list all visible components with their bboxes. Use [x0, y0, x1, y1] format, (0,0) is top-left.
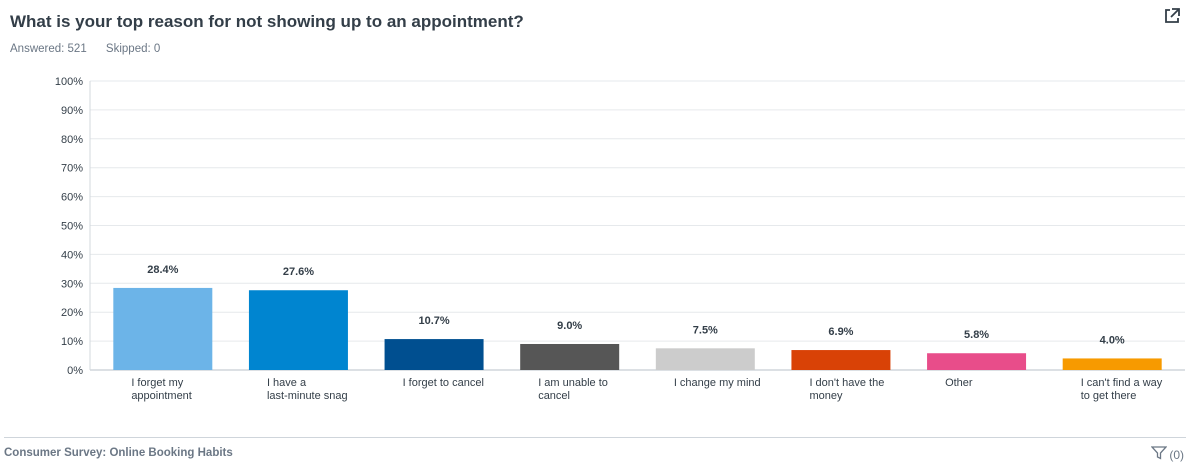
- bar: [520, 343, 620, 370]
- category-label: I have a: [267, 377, 307, 389]
- category-label: Other: [945, 377, 973, 389]
- data-label: 10.7%: [418, 315, 449, 327]
- y-tick-label: 60%: [61, 192, 83, 204]
- data-label: 7.5%: [693, 324, 718, 336]
- bar: [927, 353, 1027, 370]
- data-label: 6.9%: [828, 326, 853, 338]
- data-label: 28.4%: [147, 264, 178, 276]
- response-stats: Answered: 521 Skipped: 0: [10, 43, 176, 55]
- y-tick-label: 90%: [61, 105, 83, 117]
- category-label: I don't have the: [809, 377, 884, 389]
- footer-divider: [4, 437, 1186, 438]
- bar: [248, 290, 348, 370]
- category-label: to get there: [1081, 390, 1137, 402]
- skipped-count: Skipped: 0: [105, 43, 161, 55]
- y-tick-label: 30%: [61, 278, 83, 290]
- y-tick-label: 70%: [61, 163, 83, 175]
- category-label: I change my mind: [674, 377, 761, 389]
- category-label: appointment: [131, 390, 192, 402]
- category-label: I forget to cancel: [403, 377, 484, 389]
- category-label: money: [809, 390, 843, 402]
- bar: [113, 287, 213, 370]
- category-label: I can't find a way: [1081, 377, 1163, 389]
- y-tick-label: 40%: [61, 249, 83, 261]
- y-tick-label: 80%: [61, 134, 83, 146]
- data-label: 5.8%: [964, 329, 989, 341]
- filter-button[interactable]: (0): [1150, 446, 1184, 463]
- filter-icon: [1150, 446, 1168, 463]
- y-tick-label: 100%: [55, 76, 83, 88]
- data-label: 27.6%: [283, 266, 314, 278]
- bar: [655, 348, 755, 370]
- bar-chart: 0% 10% 20% 30% 40% 50% 60% 70% 80% 90% 100% 28.4% I …: [55, 76, 1185, 402]
- bar: [384, 339, 484, 370]
- bar: [1062, 358, 1162, 370]
- bar: [791, 350, 891, 370]
- answered-count: Answered: 521: [10, 43, 87, 55]
- question-title: What is your top reason for not showing …: [10, 12, 524, 31]
- y-tick-label: 10%: [61, 336, 83, 348]
- category-label: I forget my: [131, 377, 183, 389]
- external-link-icon[interactable]: [1162, 6, 1182, 26]
- data-label: 9.0%: [557, 320, 582, 332]
- y-tick-label: 0%: [67, 365, 83, 377]
- filter-count: (0): [1169, 447, 1184, 462]
- survey-name: Consumer Survey: Online Booking Habits: [4, 447, 233, 459]
- category-label: last-minute snag: [267, 390, 348, 402]
- category-label: I am unable to: [538, 377, 608, 389]
- data-label: 4.0%: [1100, 334, 1125, 346]
- category-label: cancel: [538, 390, 570, 402]
- y-tick-label: 50%: [61, 221, 83, 233]
- y-tick-label: 20%: [61, 307, 83, 319]
